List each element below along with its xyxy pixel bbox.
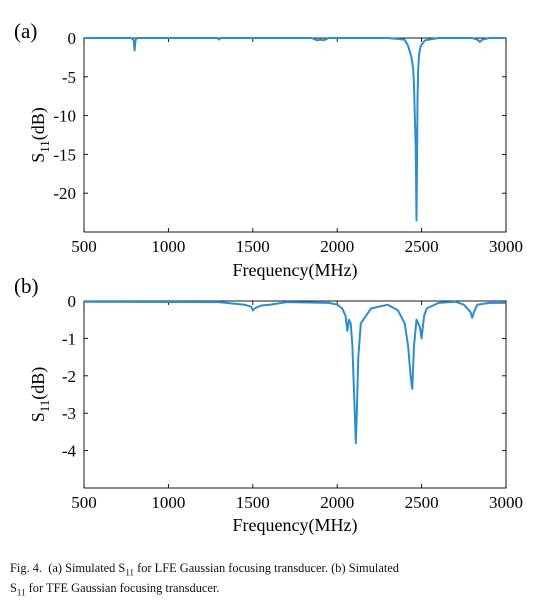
y-tick-label: -2 <box>62 367 76 386</box>
x-tick-label: 3000 <box>489 237 523 256</box>
panel-label: (b) <box>14 274 39 298</box>
y-axis-label: S11(dB) <box>28 107 52 163</box>
caption-fig-label: Fig. 4. <box>10 561 43 575</box>
series-line <box>83 300 506 445</box>
x-tick-label: 2000 <box>320 493 354 512</box>
series-line <box>84 37 506 222</box>
x-tick-label: 1500 <box>236 237 270 256</box>
x-tick-label: 1000 <box>151 237 185 256</box>
x-tick-label: 500 <box>71 237 97 256</box>
x-axis-label: Frequency(MHz) <box>233 515 358 536</box>
chart-panel-a: (a) 500 1000 1500 2000 2500 3000 0 -5 -10 -15 -20 Fr… <box>14 19 523 281</box>
caption-part-b-start: S <box>10 581 17 596</box>
y-tick-label: -1 <box>62 329 76 348</box>
caption-part-a: (a) Simulated S <box>48 561 126 575</box>
y-tick-label: -3 <box>62 404 76 423</box>
y-tick-label: -15 <box>53 145 76 164</box>
chart-panel-b: (b) 500 1000 1500 2000 2500 3000 0 -1 -2 -3 -4 Frequ… <box>14 274 523 536</box>
y-tick-label: 0 <box>68 292 77 311</box>
caption-line-1: Fig. 4. (a) Simulated S11 for LFE Gaussi… <box>10 560 540 580</box>
axes-frame <box>83 37 507 233</box>
x-tick-label: 1000 <box>151 493 185 512</box>
caption-part-b-rest: for TFE Gaussian focusing transducer. <box>25 581 220 596</box>
caption-sub-a: 11 <box>125 567 134 578</box>
y-tick-label: -4 <box>62 442 77 461</box>
caption-line-2: S11 for TFE Gaussian focusing transducer… <box>10 580 540 600</box>
x-axis-label: Frequency(MHz) <box>233 260 358 281</box>
x-tick-label: 3000 <box>489 493 523 512</box>
caption-part-a-rest: for LFE Gaussian focusing transducer. (b… <box>134 561 399 575</box>
x-tick-label: 500 <box>71 493 97 512</box>
x-tick-label: 2000 <box>320 237 354 256</box>
axes-frame <box>83 300 507 489</box>
x-tick-label: 2500 <box>405 237 439 256</box>
figure: (a)500 1000 1500 2000 2500 30000-5-10-15-20Fr… <box>14 19 523 536</box>
panel-label: (a) <box>14 19 37 43</box>
y-tick-label: -20 <box>53 184 76 203</box>
x-tick-label: 1500 <box>236 493 270 512</box>
y-tick-label: -5 <box>62 68 76 87</box>
x-tick-label: 2500 <box>405 493 439 512</box>
y-tick-label: 0 <box>68 29 77 48</box>
figure-caption: Fig. 4. (a) Simulated S11 for LFE Gaussi… <box>10 560 540 601</box>
y-tick-label: -10 <box>53 107 76 126</box>
caption-sub-b: 11 <box>16 587 26 598</box>
y-axis-label: S11(dB) <box>28 367 52 423</box>
